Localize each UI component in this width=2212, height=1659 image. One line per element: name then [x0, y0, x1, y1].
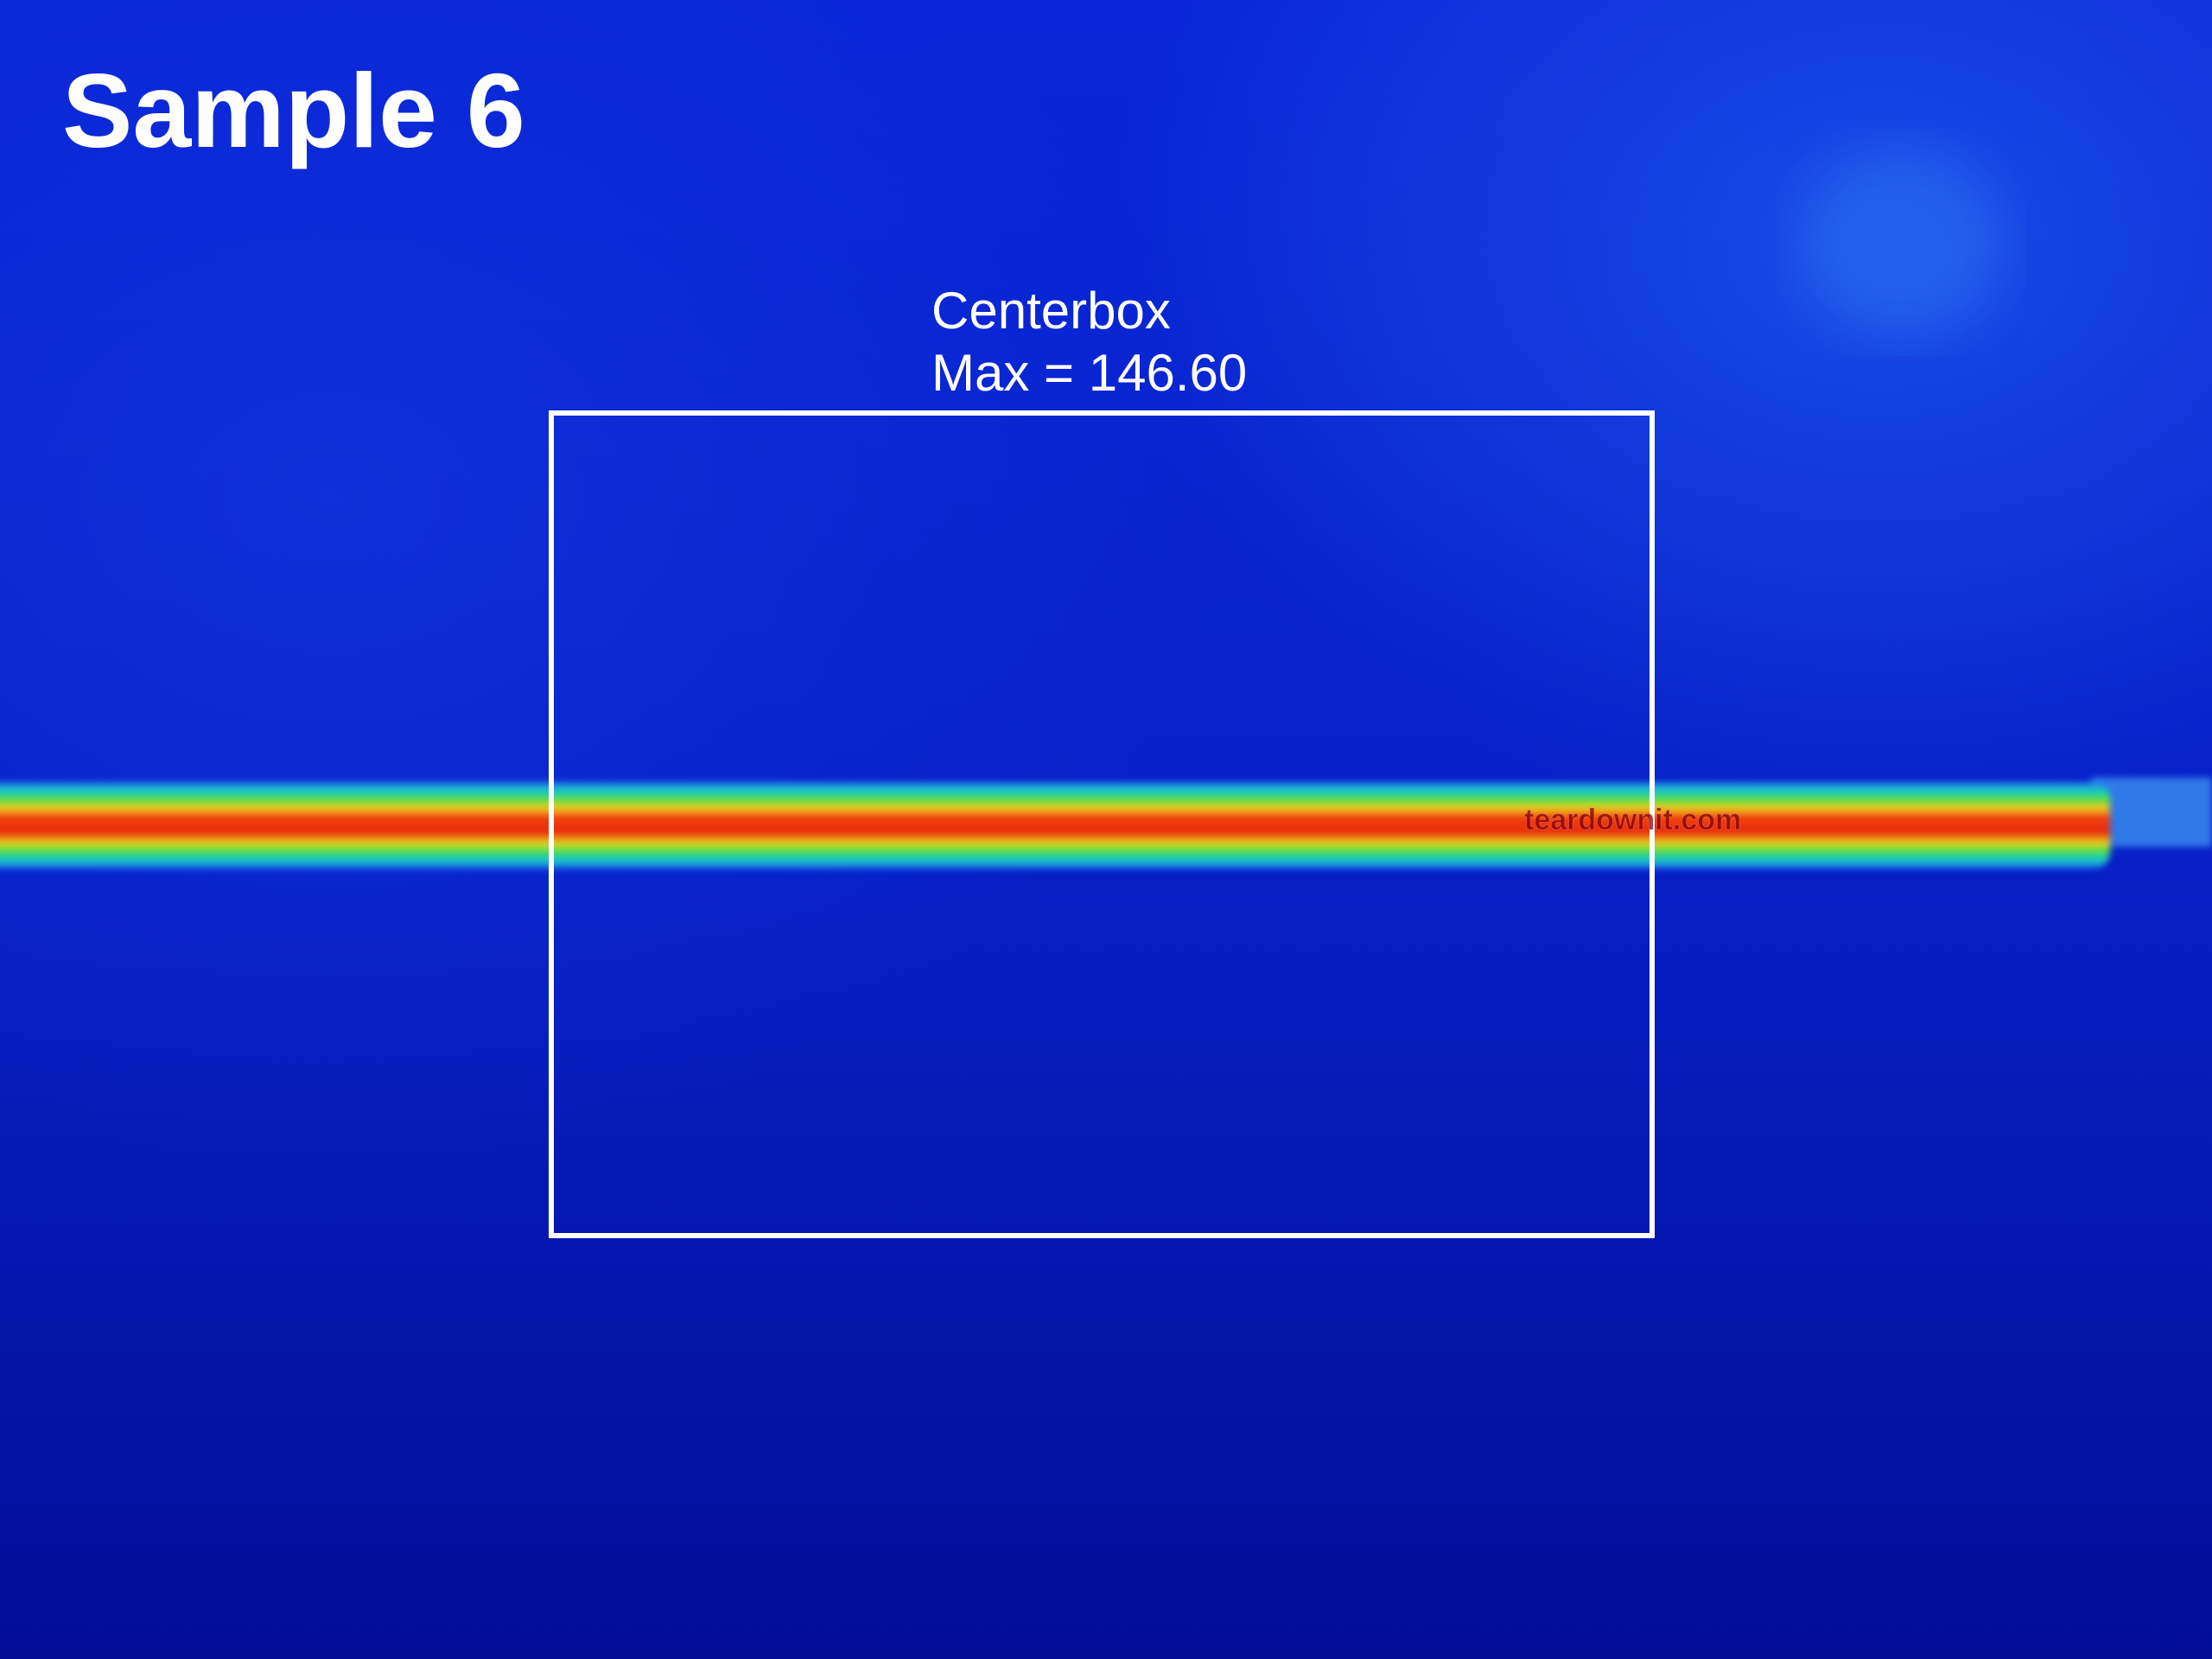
watermark: teardownit.com [1524, 804, 1741, 836]
strip-tail [2091, 778, 2212, 847]
box-reading: Max = 146.60 [931, 344, 1247, 402]
strip-body [0, 782, 2110, 868]
warm-object [1797, 147, 2005, 337]
box-name: Centerbox [931, 282, 1171, 340]
heating-strip [0, 782, 2110, 868]
measurement-box [549, 410, 1655, 1238]
title: Sample 6 [62, 52, 525, 169]
